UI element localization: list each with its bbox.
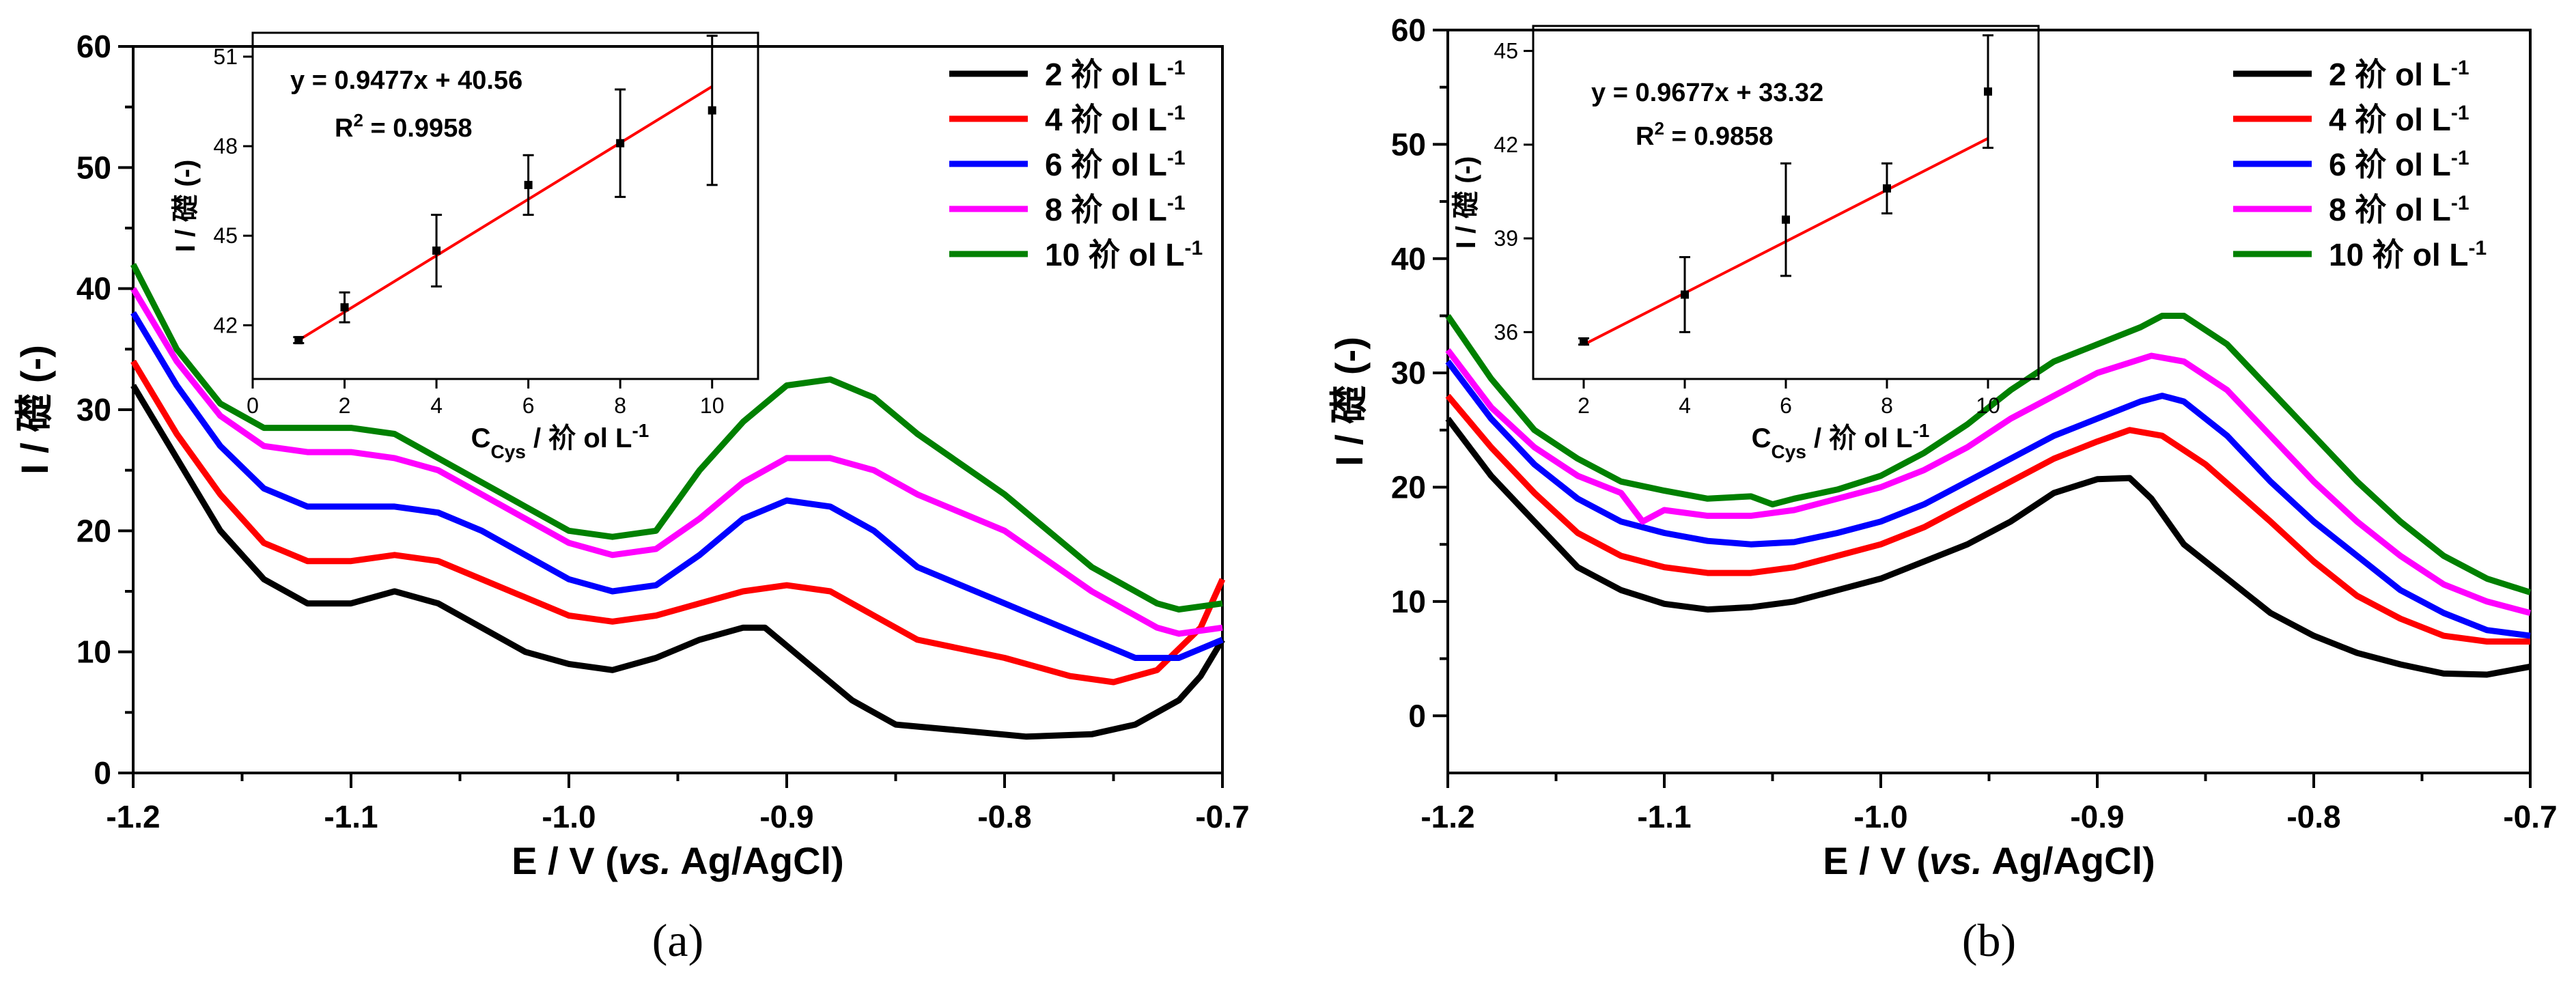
inset-r-squared: R2 = 0.9958 [335,110,472,143]
inset-x-tick-label: 8 [614,393,626,418]
inset-y-tick-label: 42 [1494,132,1518,157]
inset-point [1681,290,1689,299]
legend-label-1: 2 祄 ol L-1 [1045,57,1186,93]
inset-y-tick-label: 48 [213,134,238,158]
inset-point [432,246,441,255]
y-tick-label: 0 [1408,698,1426,733]
inset-fit-line [298,85,713,341]
panel-b: -1.2 -1.1 -1.0 -0.9 -0.8 -0.7 0 10 20 30 40 50 60 E /… [1328,12,2558,966]
y-tick-label: 30 [76,392,111,427]
x-axis-label: E / V (vs. Ag/AgCl) [512,839,843,882]
inset-x-tick-label: 10 [700,393,725,418]
series-line-3 [1445,359,2531,639]
inset-x-tick-label: 10 [1976,393,2000,418]
x-tick-label: -1.2 [1420,799,1474,834]
x-tick-label: -1.0 [1853,799,1907,834]
inset-x-tick-label: 6 [1780,393,1792,418]
inset-x-axis-label: CCys / 祄 ol L-1 [1752,420,1930,462]
y-tick-label: 10 [76,634,111,670]
inset-y-axis-label: I / 礎 (-) [1451,156,1481,249]
inset-y-tick-label: 42 [213,313,238,337]
inset-x-tick-label: 8 [1881,393,1893,418]
x-tick-label: -1.2 [106,799,160,834]
y-axis-label: I / 礎 (-) [13,345,56,475]
y-tick-label: 50 [76,150,111,185]
inset-x-tick-label: 0 [247,393,259,418]
inset-point [1782,215,1790,224]
y-axis-label: I / 礎 (-) [1328,337,1371,466]
legend-label-5: 10 祄 ol L-1 [1045,237,1203,273]
inset-point [340,303,349,312]
inset-x-tick-label: 4 [1679,393,1691,418]
x-tick-label: -0.7 [2503,799,2557,834]
inset-x-tick-label: 2 [339,393,351,418]
inset-point [294,336,303,345]
series-line-2 [1445,393,2530,645]
y-tick-label: 20 [76,513,111,548]
series-line-1 [1445,417,2531,678]
inset-frame [251,31,759,380]
inset-point [708,106,716,115]
x-tick-label: -0.8 [977,799,1031,834]
inset-point [616,139,625,147]
inset-y-tick-label: 51 [213,44,238,69]
series-line-4 [130,287,1223,637]
legend-label-2: 4 祄 ol L-1 [1045,102,1186,138]
y-tick-label: 10 [1391,584,1426,619]
x-tick-label: -0.9 [759,799,813,834]
inset-x-tick-label: 4 [430,393,443,418]
legend-label-2: 4 祄 ol L-1 [2329,102,2469,138]
x-tick-label: -1.1 [324,799,378,834]
series-line-4 [1445,348,2532,617]
legend-label-3: 6 祄 ol L-1 [1045,147,1186,183]
legend-label-5: 10 祄 ol L-1 [2329,237,2487,273]
inset-equation: y = 0.9477x + 40.56 [290,66,522,95]
series-line-5 [130,263,1223,613]
y-tick-label: 30 [1391,355,1426,391]
inset-chart: 0 2 4 6 8 10 42 45 48 51 CCys / 祄 ol L-1 I / 礎 (-) y… [171,31,759,462]
inset-y-tick-label: 45 [1494,39,1518,64]
inset-r-squared: R2 = 0.9858 [1636,118,1773,151]
series-line-2 [130,359,1226,686]
inset-y-tick-label: 45 [213,223,238,248]
inset-x-tick-label: 6 [522,393,535,418]
inset-y-tick-label: 36 [1494,320,1518,344]
inset-y-tick-label: 39 [1494,226,1518,251]
y-tick-label: 60 [76,29,111,64]
inset-x-axis-label: CCys / 祄 ol L-1 [471,420,649,462]
legend-label-4: 8 祄 ol L-1 [1045,192,1186,228]
inset-point [1883,184,1891,193]
inset-point [1984,87,1992,96]
inset-point [524,180,533,189]
inset-x-tick-label: 2 [1578,393,1590,418]
series-line-3 [130,311,1224,661]
legend-label-4: 8 祄 ol L-1 [2329,192,2469,228]
x-tick-label: -0.9 [2070,799,2124,834]
y-tick-label: 40 [1391,241,1426,277]
y-tick-label: 20 [1391,470,1426,505]
legend-label-3: 6 祄 ol L-1 [2329,147,2469,183]
x-tick-label: -1.1 [1637,799,1691,834]
x-tick-label: -0.7 [1195,799,1249,834]
y-tick-label: 50 [1391,126,1426,162]
inset-chart: 2 4 6 8 10 36 39 42 45 CCys / 祄 ol L-1 I / 礎 (-) y … [1451,25,2040,462]
y-tick-label: 60 [1391,12,1426,48]
x-tick-label: -0.8 [2286,799,2340,834]
panel-label: (a) [652,914,703,966]
x-tick-label: -1.0 [542,799,596,834]
series-line-5 [1445,313,2532,595]
y-tick-label: 40 [76,271,111,307]
inset-equation: y = 0.9677x + 33.32 [1591,79,1823,107]
series-line-1 [130,384,1225,740]
y-tick-label: 0 [94,755,111,791]
panel-label: (b) [1962,914,2016,966]
inset-point [1580,337,1588,346]
inset-y-axis-label: I / 礎 (-) [171,160,201,253]
legend-label-1: 2 祄 ol L-1 [2329,57,2469,93]
x-axis-label: E / V (vs. Ag/AgCl) [1823,839,2155,882]
